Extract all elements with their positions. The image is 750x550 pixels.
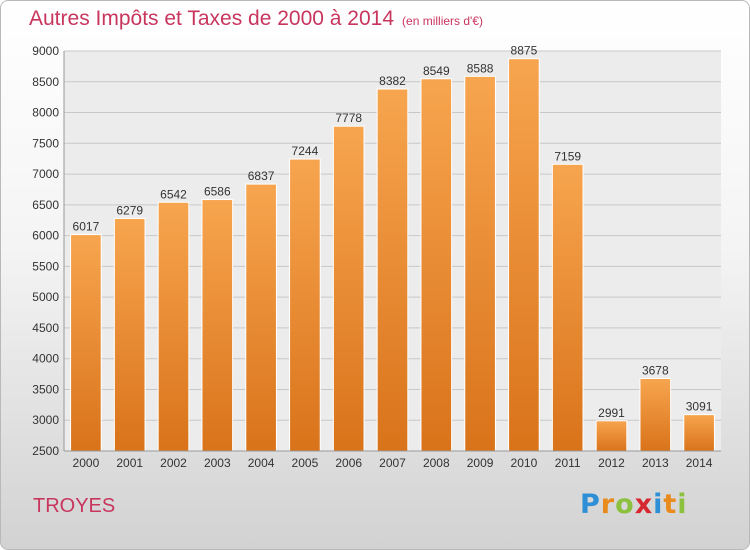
x-tick-label: 2010 <box>511 456 538 470</box>
title-row: Autres Impôts et Taxes de 2000 à 2014 (en… <box>29 7 483 31</box>
data-label: 7778 <box>335 111 362 125</box>
y-tick-label: 3000 <box>32 413 59 427</box>
chart-subtitle: (en milliers d'€) <box>402 14 484 28</box>
city-name: TROYES <box>33 495 116 517</box>
bar-2001 <box>113 217 146 452</box>
data-label: 6542 <box>160 187 187 201</box>
y-tick-label: 6500 <box>32 198 59 212</box>
bar-2011 <box>551 163 584 452</box>
logo-letter: t <box>663 489 678 520</box>
x-tick-label: 2009 <box>467 456 494 470</box>
data-label: 7159 <box>554 149 581 163</box>
data-label: 6279 <box>116 203 143 217</box>
x-tick-label: 2000 <box>73 456 100 470</box>
x-tick-label: 2007 <box>379 456 406 470</box>
y-tick-label: 7500 <box>32 136 59 150</box>
y-tick-label: 4500 <box>32 321 59 335</box>
bar-2005 <box>289 158 321 452</box>
logo-letter: x <box>634 489 654 520</box>
data-label: 8382 <box>379 74 406 88</box>
x-tick-label: 2004 <box>248 456 275 470</box>
y-tick-label: 8000 <box>32 106 59 120</box>
data-label: 2991 <box>598 406 625 420</box>
y-tick-label: 3500 <box>32 382 59 396</box>
bar-2007 <box>376 88 409 452</box>
logo-letter: o <box>615 489 635 520</box>
bar-2008 <box>420 78 453 452</box>
bar-2003 <box>201 199 234 452</box>
y-tick-label: 7000 <box>32 167 59 181</box>
x-tick-label: 2012 <box>598 456 625 470</box>
data-label: 8588 <box>467 61 494 75</box>
x-axis-tick-labels: 2000 2001 2002 2003 2004 2005 2006 2007 2008 2009… <box>73 456 713 470</box>
y-tick-label: 4000 <box>32 352 59 366</box>
logo-letter: P <box>580 489 601 520</box>
logo-letter: r <box>600 489 616 520</box>
x-tick-label: 2005 <box>292 456 319 470</box>
data-label: 3678 <box>642 364 669 378</box>
data-labels: 6017 6279 6542 6586 6837 7244 7778 8382 8549 8588… <box>73 44 713 420</box>
bar-2000 <box>70 234 102 452</box>
x-tick-label: 2014 <box>686 456 713 470</box>
bar-2012 <box>595 420 628 452</box>
y-tick-label: 5500 <box>32 259 59 273</box>
bars <box>70 58 715 452</box>
data-label: 6837 <box>248 169 275 183</box>
data-label: 6017 <box>73 220 100 234</box>
bar-2013 <box>639 378 672 452</box>
x-tick-label: 2006 <box>335 456 362 470</box>
x-tick-label: 2008 <box>423 456 450 470</box>
bar-2002 <box>157 201 190 452</box>
data-label: 7244 <box>292 144 319 158</box>
bar-2010 <box>508 58 540 452</box>
x-tick-label: 2013 <box>642 456 669 470</box>
data-label: 6586 <box>204 185 231 199</box>
x-tick-label: 2011 <box>555 456 581 470</box>
bar-2014 <box>683 414 715 452</box>
data-label: 3091 <box>686 400 713 414</box>
chart-title: Autres Impôts et Taxes de 2000 à 2014 <box>29 7 395 30</box>
bar-2009 <box>464 75 496 452</box>
y-tick-label: 6000 <box>32 229 59 243</box>
y-tick-label: 2500 <box>32 444 59 458</box>
y-tick-label: 9000 <box>32 44 59 58</box>
logo-letter: i <box>677 489 688 520</box>
bar-2004 <box>245 183 277 452</box>
logo-letter: i <box>653 489 664 520</box>
x-tick-label: 2003 <box>204 456 231 470</box>
proxiti-logo: Proxiti <box>580 489 688 520</box>
data-label: 8875 <box>511 44 538 58</box>
x-tick-label: 2001 <box>116 456 143 470</box>
y-tick-label: 5000 <box>32 290 59 304</box>
bar-2006 <box>332 125 365 452</box>
y-axis-tick-labels: 2500 3000 3500 4000 4500 5000 5500 6000 6500 7000… <box>32 44 59 458</box>
y-tick-label: 8500 <box>32 75 59 89</box>
x-tick-label: 2002 <box>160 456 187 470</box>
data-label: 8549 <box>423 64 450 78</box>
